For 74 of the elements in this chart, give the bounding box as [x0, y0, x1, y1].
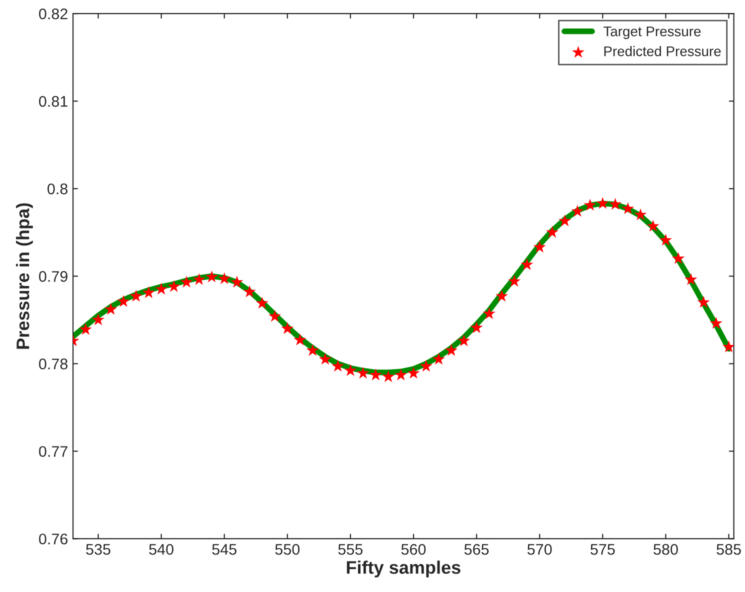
x-tick-label: 575 [590, 544, 615, 555]
point [256, 296, 268, 309]
point [584, 198, 596, 211]
point [130, 290, 142, 302]
x-axis-title: Fifty samples [346, 560, 460, 578]
y-tick-label: 0.81 [39, 96, 68, 107]
y-tick-label: 0.8 [48, 184, 68, 194]
y-tick-label: 0.79 [39, 271, 68, 282]
point [369, 368, 382, 380]
y-tick-label: 0.77 [39, 446, 68, 457]
point [710, 316, 722, 329]
x-tick-label: 545 [212, 544, 236, 555]
point [205, 270, 218, 282]
y-tick-label: 0.78 [39, 358, 68, 370]
point [92, 313, 104, 326]
point [155, 282, 168, 295]
x-tick-label: 570 [527, 544, 552, 555]
point [546, 226, 558, 238]
x-tick-label: 585 [716, 544, 741, 555]
point [520, 258, 534, 270]
x-tick-label: 535 [86, 544, 110, 555]
point [192, 273, 206, 285]
legend-label: Predicted Pressure [604, 46, 721, 56]
point [344, 364, 357, 376]
y-tick-label: 0.82 [39, 8, 68, 20]
x-tick-label: 580 [654, 544, 678, 555]
x-tick-label: 550 [275, 544, 300, 555]
point [332, 360, 344, 372]
point [356, 366, 370, 379]
x-tick-label: 560 [401, 544, 426, 555]
y-axis-title: Pressure in (hpa) [16, 203, 33, 349]
point [243, 285, 256, 298]
x-tick-label: 540 [149, 544, 174, 555]
point [596, 196, 609, 209]
point [697, 296, 710, 308]
point [218, 272, 231, 284]
point [508, 274, 521, 287]
point [571, 204, 584, 217]
point [306, 344, 319, 356]
y-tick-label: 0.76 [39, 534, 68, 544]
point [482, 307, 496, 320]
point [382, 370, 395, 382]
legend-label: Target Pressure [604, 26, 701, 40]
point [79, 322, 92, 335]
point [432, 352, 445, 365]
point [646, 220, 660, 232]
point [533, 240, 546, 253]
point [458, 334, 470, 346]
x-tick-label: 565 [464, 544, 489, 555]
point [558, 214, 572, 226]
point [470, 321, 483, 334]
point [609, 198, 622, 210]
point [634, 208, 647, 220]
point [684, 273, 698, 285]
point [180, 276, 193, 288]
point [394, 368, 408, 380]
point [318, 352, 332, 365]
point [117, 294, 130, 307]
point [672, 252, 685, 264]
point [281, 322, 294, 334]
point [294, 333, 306, 346]
point [230, 276, 244, 288]
point [420, 360, 432, 372]
point [659, 234, 672, 246]
point [142, 286, 155, 298]
point [496, 290, 508, 302]
point [407, 366, 420, 379]
point [104, 302, 118, 315]
x-tick-label: 555 [338, 544, 363, 555]
point [445, 344, 458, 356]
point [268, 310, 282, 322]
point [168, 280, 180, 292]
point [622, 202, 634, 214]
point [722, 340, 734, 352]
